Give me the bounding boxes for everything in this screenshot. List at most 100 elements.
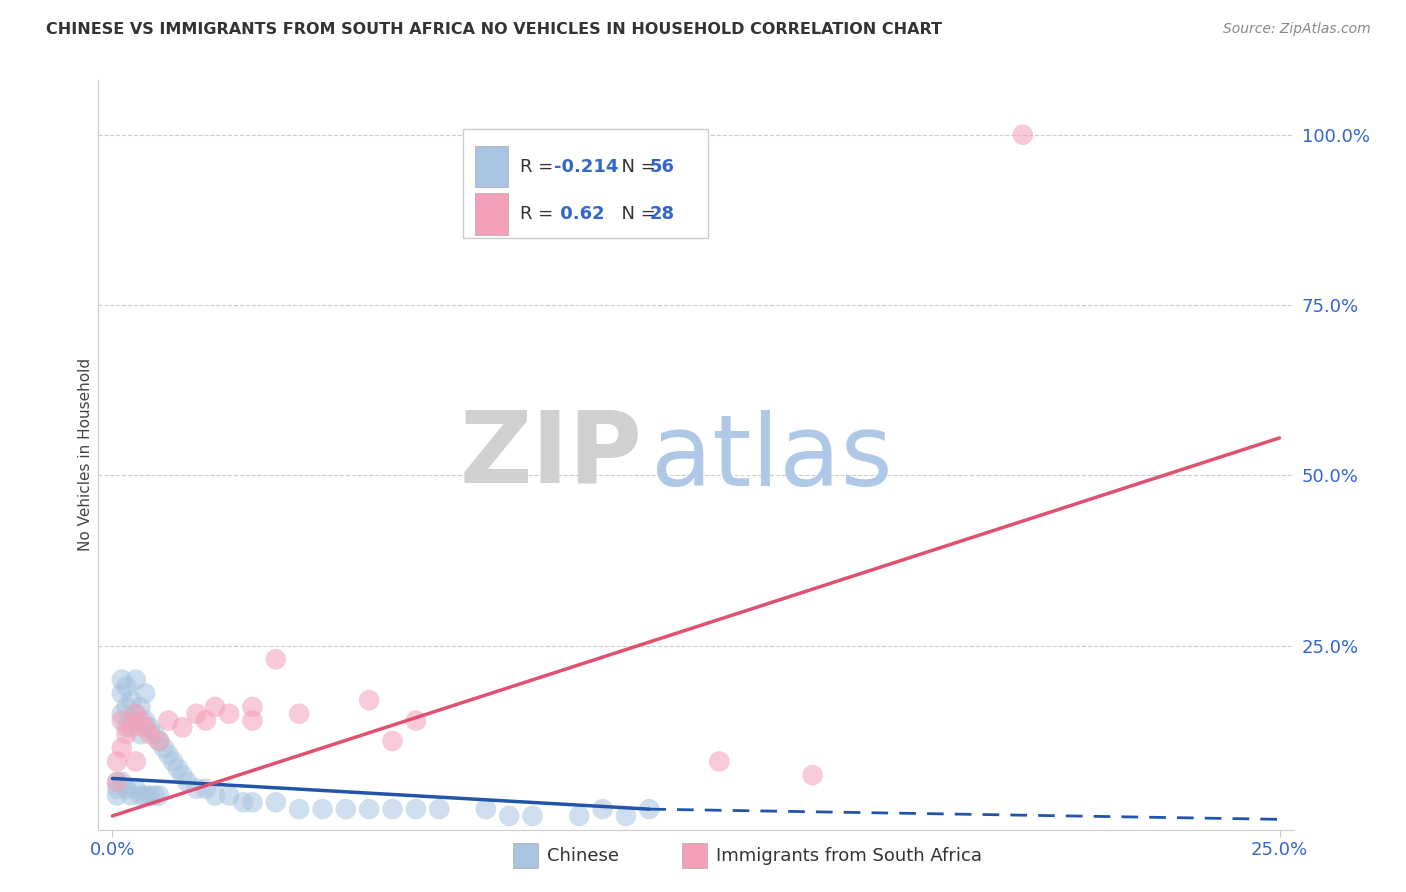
Text: Chinese: Chinese xyxy=(547,847,619,864)
Point xyxy=(125,706,148,721)
Point xyxy=(614,809,637,823)
Point xyxy=(148,789,170,803)
Point xyxy=(498,809,520,823)
Point xyxy=(134,686,156,700)
Point xyxy=(186,706,208,721)
Point xyxy=(134,720,156,734)
Point xyxy=(592,802,614,816)
Point xyxy=(709,755,731,769)
Point xyxy=(264,795,287,809)
Point xyxy=(568,809,591,823)
Point xyxy=(427,802,450,816)
Point xyxy=(475,802,498,816)
Point xyxy=(105,781,128,796)
Point xyxy=(125,755,148,769)
Point xyxy=(143,727,166,741)
Point xyxy=(359,802,381,816)
Point xyxy=(139,789,162,803)
Point xyxy=(242,700,264,714)
Point xyxy=(638,802,661,816)
Point xyxy=(134,789,156,803)
Text: -0.214: -0.214 xyxy=(554,158,619,176)
Text: N =: N = xyxy=(610,205,661,223)
Point xyxy=(120,720,142,734)
Text: 28: 28 xyxy=(650,205,675,223)
Point xyxy=(129,700,152,714)
Text: CHINESE VS IMMIGRANTS FROM SOUTH AFRICA NO VEHICLES IN HOUSEHOLD CORRELATION CHA: CHINESE VS IMMIGRANTS FROM SOUTH AFRICA … xyxy=(46,22,942,37)
Point xyxy=(204,789,226,803)
Text: R =: R = xyxy=(520,205,560,223)
Point xyxy=(157,747,180,762)
Point xyxy=(134,714,156,728)
Point xyxy=(204,700,226,714)
Point xyxy=(148,734,170,748)
Text: Source: ZipAtlas.com: Source: ZipAtlas.com xyxy=(1223,22,1371,37)
Point xyxy=(105,775,128,789)
Point xyxy=(186,781,208,796)
Point xyxy=(115,781,138,796)
Point xyxy=(242,714,264,728)
Point xyxy=(105,789,128,803)
Point xyxy=(111,714,134,728)
Text: N =: N = xyxy=(610,158,661,176)
Point xyxy=(405,802,427,816)
Point xyxy=(148,734,170,748)
Point xyxy=(194,714,217,728)
Point xyxy=(359,693,381,707)
FancyBboxPatch shape xyxy=(475,194,509,235)
Point xyxy=(129,727,152,741)
Point xyxy=(125,706,148,721)
Point xyxy=(143,789,166,803)
FancyBboxPatch shape xyxy=(463,129,709,237)
Point xyxy=(218,706,240,721)
Point xyxy=(105,755,128,769)
Text: R =: R = xyxy=(520,158,560,176)
Point xyxy=(111,706,134,721)
Point xyxy=(172,720,194,734)
Point xyxy=(152,740,174,755)
Point xyxy=(522,809,544,823)
Point xyxy=(335,802,357,816)
Text: ZIP: ZIP xyxy=(460,407,643,503)
Point xyxy=(172,768,194,782)
Point xyxy=(166,761,188,775)
Point xyxy=(405,714,427,728)
Point xyxy=(115,700,138,714)
Point xyxy=(111,775,134,789)
Point xyxy=(129,789,152,803)
Point xyxy=(311,802,333,816)
Point xyxy=(115,680,138,694)
Text: 0.62: 0.62 xyxy=(554,205,605,223)
Point xyxy=(381,734,404,748)
Y-axis label: No Vehicles in Household: No Vehicles in Household xyxy=(77,359,93,551)
Point xyxy=(194,781,217,796)
Point xyxy=(162,755,184,769)
Point xyxy=(105,775,128,789)
Point xyxy=(381,802,404,816)
Point xyxy=(120,693,142,707)
Point xyxy=(120,714,142,728)
FancyBboxPatch shape xyxy=(475,145,509,186)
Point xyxy=(111,686,134,700)
Point xyxy=(157,714,180,728)
Point xyxy=(125,781,148,796)
Point xyxy=(115,727,138,741)
Text: 56: 56 xyxy=(650,158,675,176)
Point xyxy=(139,720,162,734)
Point xyxy=(111,740,134,755)
Point xyxy=(120,789,142,803)
Point xyxy=(218,789,240,803)
Point xyxy=(288,802,311,816)
Point xyxy=(176,775,198,789)
Point xyxy=(1011,128,1033,142)
Point xyxy=(264,652,287,666)
Point xyxy=(242,795,264,809)
Point xyxy=(801,768,824,782)
Point xyxy=(232,795,254,809)
Point xyxy=(288,706,311,721)
Point xyxy=(129,714,152,728)
Point xyxy=(139,727,162,741)
Point xyxy=(125,673,148,687)
Point xyxy=(115,720,138,734)
Text: Immigrants from South Africa: Immigrants from South Africa xyxy=(716,847,981,864)
